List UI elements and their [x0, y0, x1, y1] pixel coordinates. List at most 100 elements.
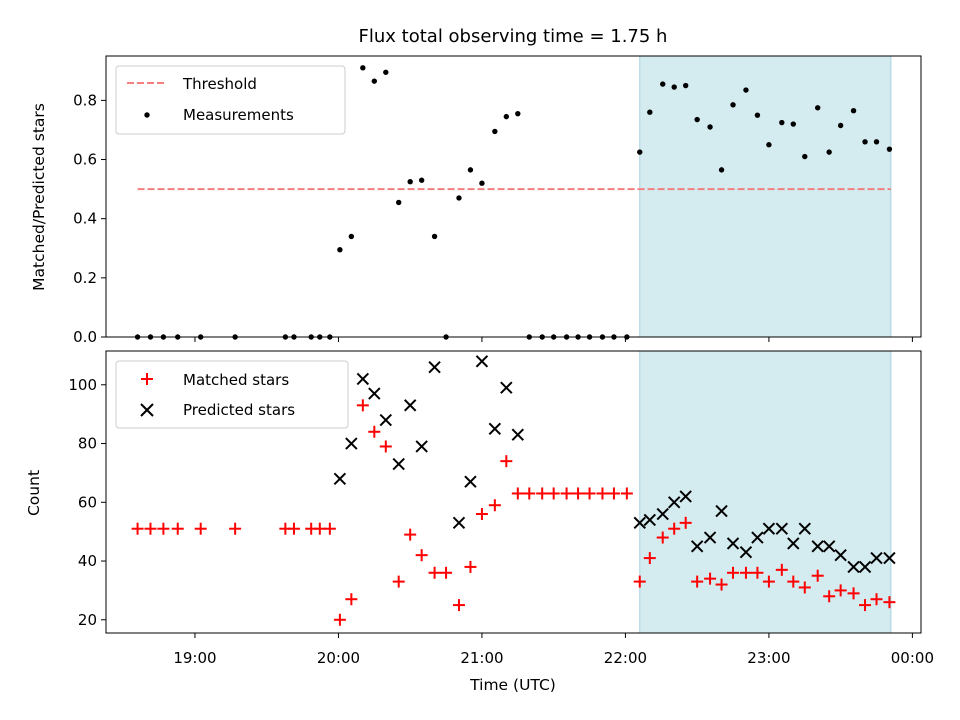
legend-threshold-label: Threshold: [182, 75, 257, 93]
predicted-star-point: [488, 422, 502, 436]
measurement-point: [456, 195, 462, 201]
measurement-point: [492, 128, 498, 135]
predicted-star-point: [847, 560, 860, 574]
measurement-point: [694, 116, 700, 123]
matched-star-point: [560, 487, 573, 500]
measurement-point: [515, 110, 521, 117]
matched-star-point: [368, 425, 381, 438]
measurement-point: [360, 65, 366, 71]
predicted-star-point: [870, 551, 883, 565]
y-tick-label: 100: [68, 376, 97, 394]
matched-star-point: [323, 522, 336, 535]
measurement-point: [637, 149, 643, 155]
predicted-star-point: [368, 387, 381, 400]
legend-predicted-swatch: [140, 403, 154, 417]
matched-star-point: [620, 487, 633, 500]
predicted-star-point: [811, 540, 824, 553]
predicted-star-point: [475, 355, 489, 368]
predicted-star-point: [858, 560, 872, 574]
measurement-point: [671, 84, 677, 90]
y-tick-label: 0.2: [73, 269, 97, 287]
chart-title: Flux total observing time = 1.75 h: [359, 26, 668, 47]
matched-star-point: [691, 575, 704, 588]
matched-star-point: [679, 516, 692, 529]
measurement-point: [886, 146, 893, 152]
matched-star-point: [500, 455, 513, 468]
predicted-star-point: [798, 522, 811, 535]
measurement-point: [743, 87, 749, 93]
predicted-star-point: [834, 548, 847, 562]
measurement-point: [467, 167, 474, 173]
measurement-point: [418, 177, 425, 183]
top-panel-y-ticks: 0.0 0.2 0.4 0.6 0.8: [73, 91, 106, 346]
matched-star-point: [428, 566, 441, 579]
y-tick-label: 0.0: [73, 328, 97, 346]
matched-star-point: [656, 531, 669, 544]
matched-star-point: [668, 522, 681, 535]
y-tick-label: 60: [78, 493, 97, 511]
legend-matched-swatch: [141, 373, 153, 385]
matched-star-point: [739, 566, 752, 579]
predicted-star-point: [379, 413, 393, 427]
legend-predicted-label: Predicted stars: [183, 401, 295, 419]
matched-star-point: [823, 590, 836, 603]
matched-star-point: [333, 613, 346, 626]
measurement-point: [383, 69, 389, 75]
x-axis-label: Time (UTC): [469, 676, 556, 694]
measurement-point: [503, 113, 510, 120]
predicted-star-point: [633, 516, 646, 530]
measurement-point: [802, 153, 808, 160]
top-panel-ylabel: Matched/Predicted stars: [30, 103, 48, 291]
matched-star-point: [715, 578, 728, 591]
legend-matched-label: Matched stars: [183, 371, 289, 389]
matched-star-point: [464, 560, 477, 573]
bottom-panel-x-ticks: 19:00 20:00 21:00 22:00 23:00 00:00: [173, 633, 934, 667]
y-tick-label: 0.8: [73, 91, 97, 109]
x-tick-label: 20:00: [317, 649, 360, 667]
measurement-point: [407, 179, 413, 185]
matched-star-point: [488, 499, 501, 512]
x-tick-label: 21:00: [460, 649, 503, 667]
bottom-panel-frame: [105, 350, 922, 634]
matched-star-point: [762, 575, 775, 588]
predicted-star-point: [775, 522, 789, 535]
matched-star-point: [523, 487, 536, 500]
matched-star-point: [643, 552, 656, 565]
matched-star-point: [572, 487, 585, 500]
matched-star-point: [404, 528, 417, 541]
measurement-point: [479, 180, 485, 186]
predicted-star-point: [403, 399, 417, 412]
legend-measurements-swatch: [144, 112, 150, 118]
predicted-star-point: [883, 551, 896, 565]
bottom-panel-legend: Matched stars Predicted stars: [115, 360, 349, 429]
top-panel-shaded-region: [639, 55, 892, 338]
measurement-point: [431, 233, 438, 240]
x-tick-label: 19:00: [173, 649, 216, 667]
predicted-star-point: [822, 540, 836, 553]
matched-star-point: [511, 487, 524, 500]
measurement-point: [718, 167, 725, 173]
x-tick-label: 22:00: [604, 649, 647, 667]
predicted-star-point: [333, 472, 347, 485]
matched-star-point: [345, 593, 358, 606]
y-tick-label: 80: [78, 435, 97, 453]
measurement-point: [396, 199, 402, 206]
measurement-point: [337, 247, 343, 253]
top-legend-box: [115, 65, 346, 135]
top-panel: 0.00.20.40.60.8 Matched/Predicted stars …: [30, 55, 922, 346]
matched-star-point: [536, 487, 549, 500]
matched-star-point: [811, 569, 824, 582]
measurement-point: [660, 81, 666, 87]
measurement-point: [647, 109, 653, 115]
measurement-point: [826, 149, 832, 155]
predicted-star-point: [715, 504, 728, 518]
measurement-point: [850, 108, 857, 114]
y-tick-label: 0.4: [73, 210, 97, 228]
matched-star-point: [751, 566, 764, 579]
predicted-star-point: [356, 372, 370, 386]
predicted-star-point: [690, 540, 704, 553]
top-panel-x-ticks: [194, 337, 913, 342]
matched-star-point: [704, 572, 717, 585]
matched-star-point: [633, 575, 646, 588]
